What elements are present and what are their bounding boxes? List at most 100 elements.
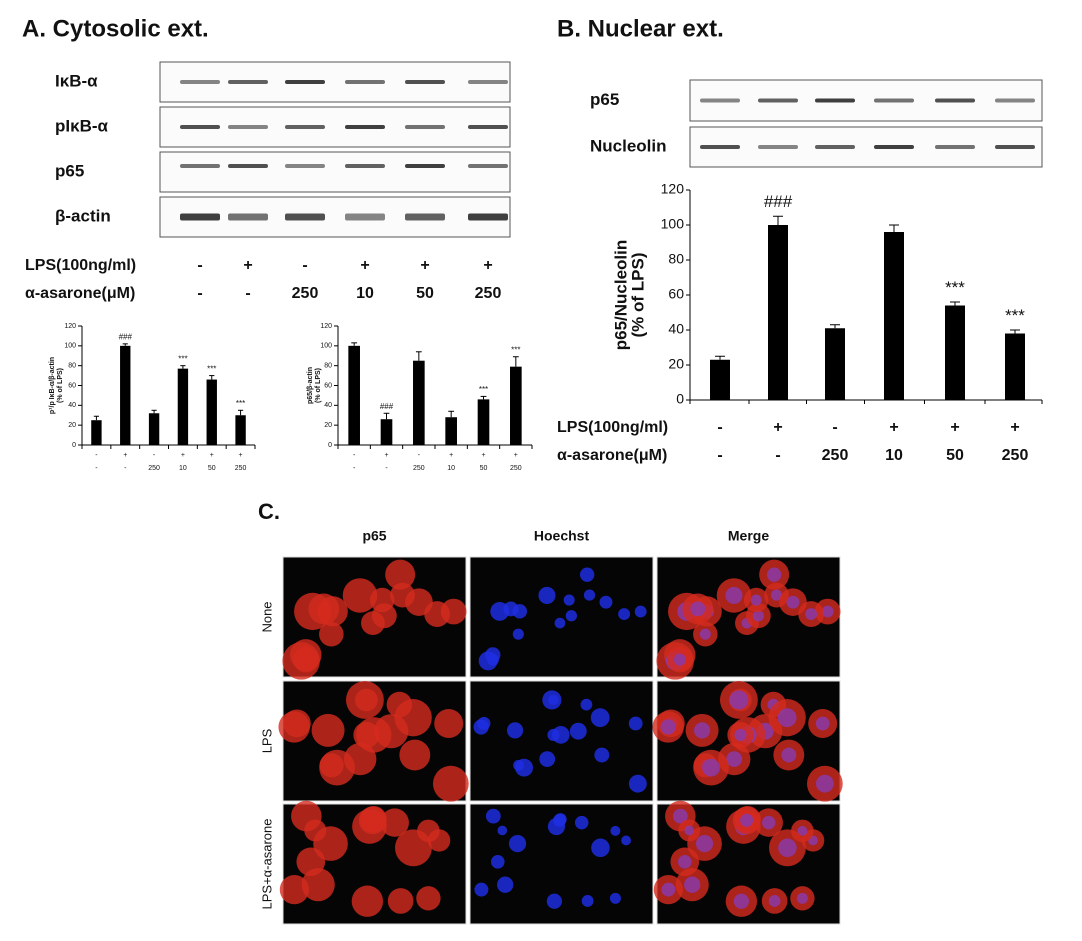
bar — [148, 413, 160, 445]
blot-label: Nucleolin — [590, 136, 667, 155]
nucleus — [805, 608, 818, 621]
blot-band — [815, 145, 855, 149]
nucleus — [610, 825, 621, 836]
bar — [120, 345, 131, 445]
nucleus — [699, 628, 711, 640]
bar — [445, 417, 457, 445]
nucleus — [733, 893, 749, 909]
blot-frame — [159, 151, 511, 193]
y-axis-label: (% of LPS) — [57, 368, 64, 403]
treatment-value: + — [1010, 419, 1019, 436]
blot-band — [285, 125, 325, 129]
blot-band — [874, 145, 914, 149]
nucleus — [815, 716, 830, 731]
blot-label: IκB-α — [55, 71, 98, 90]
nucleus — [583, 589, 596, 601]
x-tick-label: + — [481, 452, 485, 459]
y-tick-label: 120 — [64, 323, 76, 330]
blot-band — [285, 80, 325, 84]
nucleus — [702, 758, 720, 777]
y-tick-label: 80 — [324, 363, 332, 370]
nucleus — [565, 610, 577, 622]
nucleus — [770, 589, 783, 601]
nucleus — [569, 722, 587, 740]
nucleus — [487, 653, 499, 666]
treatment-value: + — [243, 257, 252, 274]
y-tick-label: 20 — [324, 422, 332, 429]
x-tick-label: 250 — [148, 465, 160, 472]
y-tick-label: 120 — [320, 323, 332, 330]
x-tick-label: 50 — [208, 465, 216, 472]
treatment-value: - — [197, 257, 202, 274]
nucleus — [599, 595, 613, 609]
blot-band — [345, 164, 385, 168]
column-label: Hoechst — [534, 528, 590, 544]
nucleus — [574, 815, 589, 830]
treatment-value: - — [832, 419, 837, 436]
blot-band — [180, 125, 220, 129]
nucleus — [796, 892, 808, 904]
blot-band — [228, 213, 268, 221]
nucleus — [778, 838, 797, 858]
blot-band — [468, 213, 508, 221]
significance-label: ### — [380, 402, 394, 411]
treatment-value: - — [245, 285, 250, 302]
row-label: None — [259, 601, 274, 632]
bar — [477, 399, 490, 445]
x-tick-label: + — [123, 452, 127, 459]
nucleus — [594, 747, 610, 763]
treatment-value: 250 — [292, 285, 319, 302]
nucleus — [797, 825, 808, 836]
blot-band — [345, 125, 385, 129]
nucleus — [512, 628, 524, 640]
x-tick-label: - — [95, 465, 98, 472]
y-tick-label: 20 — [68, 422, 76, 429]
blot-band — [995, 98, 1035, 103]
blot-frame — [689, 79, 1043, 122]
cell — [353, 721, 380, 749]
nucleus — [485, 808, 501, 824]
blot-band — [935, 145, 975, 149]
y-tick-label: 20 — [668, 356, 684, 372]
x-tick-label: + — [384, 452, 388, 459]
nucleus — [609, 892, 621, 904]
nucleus — [761, 815, 776, 830]
nucleus — [690, 601, 706, 617]
nucleus — [781, 747, 797, 763]
blot-band — [758, 98, 798, 103]
nucleus — [546, 893, 562, 909]
blot-frame — [689, 126, 1043, 168]
y-tick-label: 100 — [320, 343, 332, 350]
treatment-value: 10 — [885, 447, 903, 464]
bar — [206, 379, 217, 445]
panel-title: C. — [258, 499, 280, 524]
nucleus — [695, 835, 714, 853]
treatment-label: α-asarone(μM) — [557, 447, 667, 464]
nucleus — [750, 594, 762, 606]
nucleus — [563, 594, 575, 606]
x-tick-label: - — [95, 452, 98, 459]
x-tick-label: - — [124, 465, 127, 472]
significance-label: *** — [511, 345, 520, 354]
nucleus — [553, 813, 567, 827]
cell — [380, 808, 409, 837]
cell — [394, 829, 432, 867]
treatment-value: + — [773, 419, 782, 436]
cell — [399, 739, 431, 771]
cell — [293, 646, 319, 673]
nucleus — [547, 728, 560, 741]
nucleus — [542, 690, 562, 710]
nucleus — [815, 774, 834, 793]
blot-label: β-actin — [55, 206, 111, 225]
x-tick-label: + — [514, 452, 518, 459]
nucleus — [581, 895, 594, 907]
nucleus — [634, 605, 647, 618]
bar — [825, 328, 845, 400]
treatment-value: - — [717, 447, 722, 464]
x-tick-label: + — [449, 452, 453, 459]
nucleus — [674, 653, 686, 666]
significance-label: *** — [178, 354, 187, 363]
row-label: LPS+α-asarone — [259, 819, 274, 910]
nucleus — [661, 882, 676, 897]
